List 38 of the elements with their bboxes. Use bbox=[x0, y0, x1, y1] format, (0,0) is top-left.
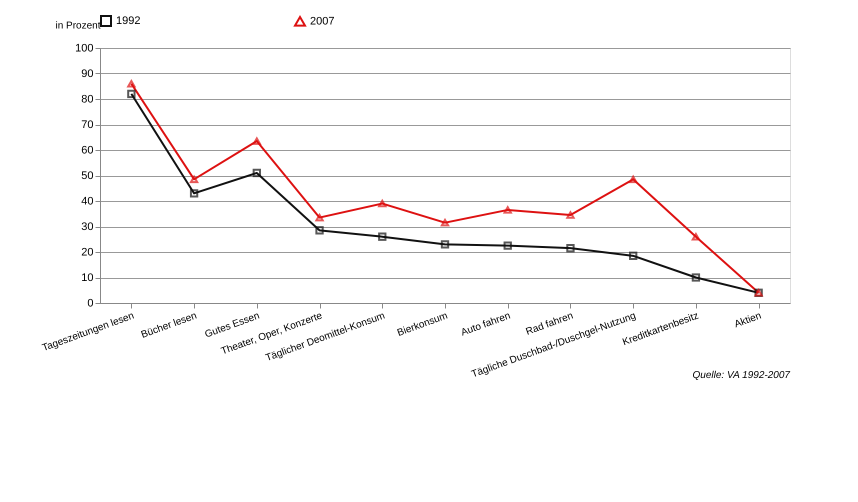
source-note: Quelle: VA 1992-2007 bbox=[692, 370, 790, 381]
point bbox=[127, 80, 136, 88]
y-axis-title: in Prozent bbox=[56, 20, 101, 32]
y-tick-label: 20 bbox=[81, 246, 94, 258]
point bbox=[629, 176, 638, 184]
y-tick-label: 70 bbox=[81, 119, 94, 131]
point bbox=[566, 211, 575, 219]
y-tick-label: 80 bbox=[81, 94, 94, 106]
legend-label: 1992 bbox=[116, 15, 140, 27]
point bbox=[504, 241, 512, 250]
point bbox=[252, 168, 261, 178]
point bbox=[440, 218, 450, 226]
point bbox=[127, 90, 136, 98]
y-tick-label: 50 bbox=[81, 170, 94, 182]
y-tick-label: 10 bbox=[81, 272, 94, 284]
point bbox=[440, 240, 450, 249]
y-tick-label: 100 bbox=[75, 42, 94, 54]
y-tick-label: 0 bbox=[87, 298, 94, 310]
y-tick-label: 90 bbox=[81, 68, 94, 80]
y-tick-label: 40 bbox=[81, 196, 94, 208]
x-tick-label: Bücher lesen bbox=[140, 310, 198, 341]
point bbox=[378, 200, 386, 208]
x-tick-label: Auto fahren bbox=[460, 310, 512, 339]
point bbox=[190, 176, 198, 184]
point bbox=[504, 206, 512, 214]
point bbox=[190, 189, 198, 198]
y-tick-label: 30 bbox=[81, 221, 94, 233]
point bbox=[566, 244, 575, 252]
point bbox=[692, 232, 700, 240]
legend-label: 2007 bbox=[310, 15, 334, 28]
y-tick-label: 60 bbox=[81, 144, 94, 156]
point bbox=[629, 252, 638, 260]
point bbox=[315, 226, 324, 234]
point bbox=[692, 273, 700, 282]
point bbox=[378, 232, 386, 241]
point bbox=[252, 137, 261, 145]
point bbox=[315, 214, 324, 222]
x-tick-label: Aktien bbox=[733, 310, 763, 330]
